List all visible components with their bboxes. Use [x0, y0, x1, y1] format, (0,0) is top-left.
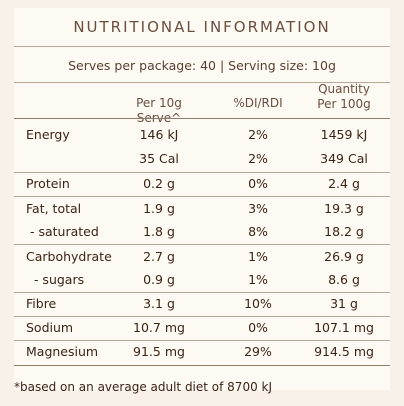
per-serve-value: 146 kJ: [139, 127, 179, 142]
divider: [14, 316, 390, 317]
per-100g-value: 349 Cal: [320, 151, 368, 166]
di-value: 0%: [248, 176, 268, 191]
nutrient-name: Carbohydrate: [26, 249, 112, 264]
header-quantity-line1: Quantity: [318, 82, 370, 96]
table-row: Fibre 3.1 g 10% 31 g: [14, 292, 390, 316]
table-row: Energy 146 kJ 2% 1459 kJ: [14, 123, 390, 147]
divider: [14, 244, 390, 245]
header-per-serve: Per 10g Serve^: [136, 96, 182, 125]
table-row: - saturated 1.8 g 8% 18.2 g: [14, 220, 390, 244]
nutrient-name: Magnesium: [26, 344, 99, 359]
per-serve-value: 2.7 g: [143, 249, 175, 264]
nutrient-name: Fat, total: [26, 201, 82, 216]
per-100g-value: 19.3 g: [324, 201, 364, 216]
table-row: Fat, total 1.9 g 3% 19.3 g: [14, 197, 390, 221]
per-100g-value: 107.1 mg: [314, 320, 374, 335]
nutrient-name: Sodium: [26, 320, 74, 335]
table-row: - sugars 0.9 g 1% 8.6 g: [14, 268, 390, 292]
divider: [14, 340, 390, 341]
panel-title: NUTRITIONAL INFORMATION: [73, 18, 331, 36]
di-value: 2%: [248, 127, 268, 142]
di-value: 29%: [244, 344, 272, 359]
divider: [14, 365, 390, 366]
per-serve-value: 0.9 g: [143, 272, 175, 287]
nutrition-panel: NUTRITIONAL INFORMATION Serves per packa…: [14, 8, 390, 394]
divider: [14, 118, 390, 119]
divider: [14, 82, 390, 83]
nutrient-name: - saturated: [26, 224, 99, 239]
footnote: *based on an average adult diet of 8700 …: [14, 380, 273, 394]
per-serve-value: 10.7 mg: [133, 320, 185, 335]
per-100g-value: 2.4 g: [328, 176, 360, 191]
header-di: %DI/RDI: [233, 96, 283, 110]
per-serve-value: 0.2 g: [143, 176, 175, 191]
di-value: 10%: [244, 296, 272, 311]
per-serve-value: 35 Cal: [139, 151, 179, 166]
per-100g-value: 31 g: [330, 296, 358, 311]
nutrient-name: Fibre: [26, 296, 57, 311]
nutrient-name: Protein: [26, 176, 70, 191]
per-100g-value: 18.2 g: [324, 224, 364, 239]
table-row: Protein 0.2 g 0% 2.4 g: [14, 172, 390, 196]
per-serve-value: 1.9 g: [143, 201, 175, 216]
header-quantity: Quantity Per 100g: [304, 82, 384, 112]
table-row: Sodium 10.7 mg 0% 107.1 mg: [14, 316, 390, 340]
table-row: 35 Cal 2% 349 Cal: [14, 147, 390, 171]
di-value: 3%: [248, 201, 268, 216]
divider: [14, 46, 390, 47]
per-serve-value: 3.1 g: [143, 296, 175, 311]
table-row: Magnesium 91.5 mg 29% 914.5 mg: [14, 340, 390, 364]
per-100g-value: 26.9 g: [324, 249, 364, 264]
di-value: 0%: [248, 320, 268, 335]
per-100g-value: 914.5 mg: [314, 344, 374, 359]
per-serve-value: 1.8 g: [143, 224, 175, 239]
per-100g-value: 8.6 g: [328, 272, 360, 287]
nutrient-name: - sugars: [26, 272, 85, 287]
divider: [14, 196, 390, 197]
table-row: Carbohydrate 2.7 g 1% 26.9 g: [14, 245, 390, 269]
divider: [14, 172, 390, 173]
divider: [14, 292, 390, 293]
di-value: 1%: [248, 249, 268, 264]
serves-line: Serves per package: 40 | Serving size: 1…: [68, 58, 336, 73]
per-serve-value: 91.5 mg: [133, 344, 185, 359]
per-100g-value: 1459 kJ: [320, 127, 368, 142]
di-value: 2%: [248, 151, 268, 166]
nutrient-name: Energy: [26, 127, 70, 142]
di-value: 1%: [248, 272, 268, 287]
di-value: 8%: [248, 224, 268, 239]
header-quantity-line2: Per 100g: [317, 97, 371, 111]
